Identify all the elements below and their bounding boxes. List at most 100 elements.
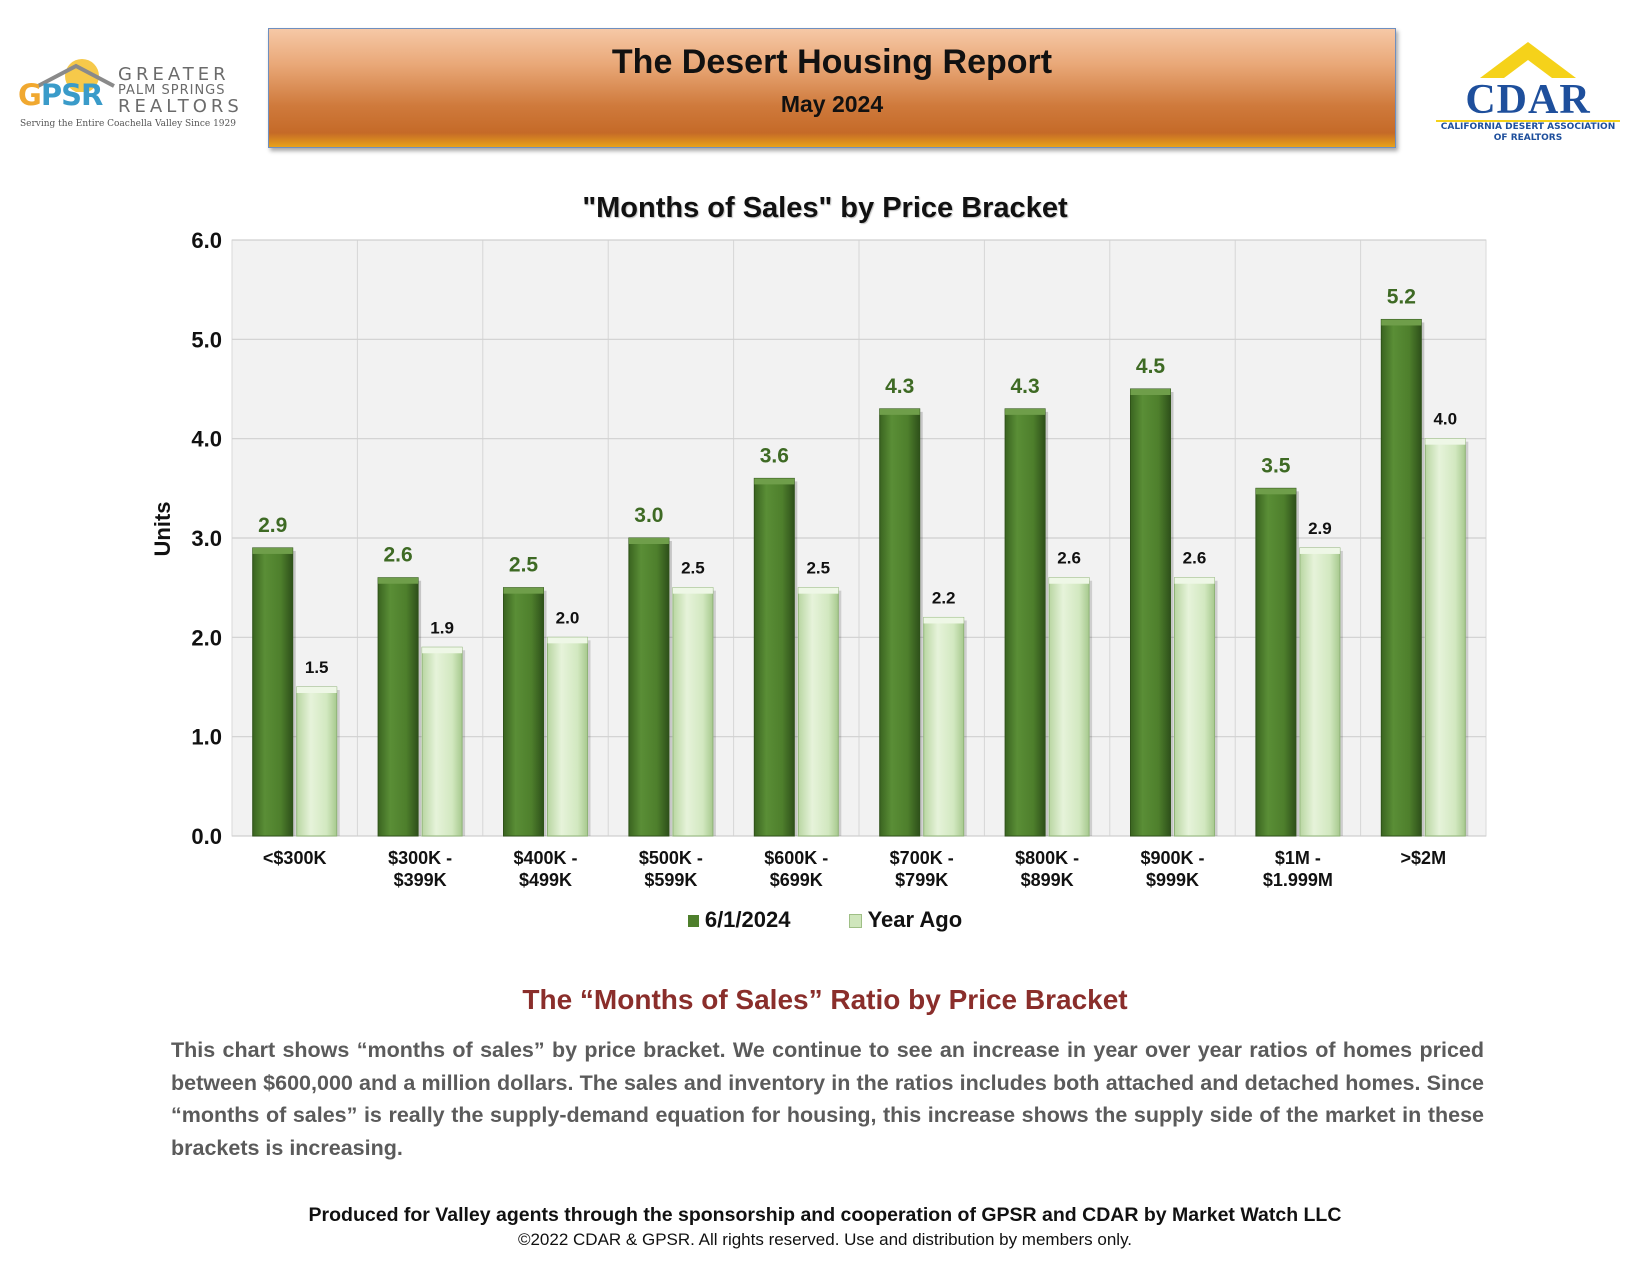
data-label-year-ago: 2.9	[1308, 519, 1332, 538]
y-tick-label: 0.0	[191, 824, 222, 849]
data-label-current: 5.2	[1387, 285, 1416, 308]
gpsr-line3: REALTORS	[118, 96, 243, 117]
bar-current	[1130, 388, 1171, 837]
data-label-year-ago: 2.6	[1057, 549, 1081, 568]
bar-current-cap	[1005, 408, 1046, 415]
bar-current	[753, 477, 795, 837]
bar-year-ago-cap	[672, 587, 713, 594]
gpsr-tagline: Serving the Entire Coachella Valley Sinc…	[20, 119, 236, 129]
gpsr-abbr: GPSR	[18, 78, 103, 112]
chart-legend: 6/1/2024 Year Ago	[0, 907, 1650, 933]
data-label-current: 2.9	[258, 514, 287, 537]
bar-year-ago-cap	[547, 637, 588, 644]
cdar-logo: CDAR CALIFORNIA DESERT ASSOCIATION OF RE…	[1428, 40, 1628, 145]
data-label-current: 3.0	[634, 504, 663, 527]
bar-year-ago-cap	[1049, 577, 1090, 584]
data-label-current: 3.6	[760, 444, 789, 467]
report-date: May 2024	[780, 91, 884, 117]
bar-current	[1004, 408, 1046, 837]
bar-year-ago	[923, 616, 965, 837]
x-tick-label: $999K	[1146, 870, 1199, 890]
bar-current-cap	[252, 547, 293, 554]
data-label-year-ago: 2.5	[806, 559, 830, 578]
bar-year-ago	[672, 587, 714, 837]
bar-current-cap	[1130, 389, 1171, 395]
y-tick-label: 2.0	[191, 625, 222, 650]
data-label-year-ago: 2.2	[932, 588, 956, 607]
legend-swatch-year-ago	[848, 914, 862, 929]
legend-label-year-ago: Year Ago	[867, 907, 963, 932]
bar-current-cap	[1255, 488, 1296, 495]
x-tick-label: $400K -	[513, 848, 577, 868]
bar-year-ago	[797, 587, 839, 837]
data-label-year-ago: 2.5	[681, 559, 705, 578]
x-tick-label: $599K	[644, 870, 697, 890]
section-title: The “Months of Sales” Ratio by Price Bra…	[522, 984, 1128, 1015]
y-tick-label: 6.0	[191, 228, 222, 253]
bar-year-ago	[547, 636, 588, 837]
data-label-year-ago: 2.6	[1183, 549, 1207, 568]
bar-year-ago	[421, 646, 463, 837]
chart-title: "Months of Sales" by Price Bracket	[582, 192, 1068, 224]
bar-current	[879, 408, 921, 837]
y-tick-label: 1.0	[191, 725, 222, 750]
bar-current-cap	[628, 538, 669, 544]
bar-chart: 0.0 1.0 2.0 3.0 4.0 5.0 6.0 2.9 1.5 <$300K 2.6 1.9 $…	[191, 228, 1487, 890]
legend-item-year-ago: Year Ago	[848, 907, 963, 933]
data-label-current: 3.5	[1261, 454, 1291, 477]
bar-year-ago	[1299, 547, 1341, 837]
cdar-house-roof-icon	[1480, 42, 1576, 78]
section-body: This chart shows “months of sales” by pr…	[171, 1038, 1484, 1160]
footer-copyright: ©2022 CDAR & GPSR. All rights reserved. …	[517, 1230, 1133, 1249]
x-tick-label: $699K	[770, 870, 823, 890]
data-label-current: 4.3	[1010, 375, 1039, 398]
y-tick-label: 5.0	[191, 327, 222, 352]
x-tick-label: <$300K	[263, 848, 327, 868]
x-tick-label: $900K -	[1140, 848, 1204, 868]
gpsr-logo: GPSR GREATER PALM SPRINGS REALTORS Servi…	[14, 48, 244, 138]
y-axis-label-wrap: Units	[148, 502, 178, 557]
x-tick-label: $600K -	[764, 848, 828, 868]
bar-year-ago	[1048, 577, 1090, 837]
bar-current-cap	[503, 587, 544, 594]
bar-current	[1380, 318, 1422, 837]
x-tick-label: $500K -	[639, 848, 703, 868]
data-label-year-ago: 1.9	[430, 618, 454, 637]
x-tick-label: $799K	[895, 870, 948, 890]
bar-current	[252, 547, 294, 837]
bar-year-ago	[296, 686, 338, 837]
bar-year-ago	[1174, 577, 1215, 837]
bar-year-ago-cap	[296, 687, 337, 693]
x-tick-label: $899K	[1021, 870, 1074, 890]
data-label-current: 4.5	[1136, 355, 1166, 378]
bar-current-cap	[378, 577, 419, 584]
x-tick-label: $800K -	[1015, 848, 1079, 868]
data-label-year-ago: 2.0	[556, 608, 580, 627]
bar-current	[628, 537, 670, 837]
legend-swatch-current	[687, 915, 699, 928]
bar-current	[503, 587, 544, 837]
data-label-year-ago: 1.5	[305, 658, 329, 677]
report-banner: The Desert Housing Report May 2024	[268, 28, 1396, 148]
bar-current	[377, 577, 419, 837]
y-axis-label: Units	[150, 501, 175, 557]
x-tick-label: >$2M	[1401, 848, 1447, 868]
gpsr-sun-roof-icon	[37, 59, 115, 92]
bar-year-ago-cap	[422, 647, 463, 654]
bar-year-ago-cap	[798, 587, 839, 594]
bar-current-cap	[1381, 319, 1422, 326]
footer-credit: Produced for Valley agents through the s…	[308, 1204, 1342, 1226]
data-label-year-ago: 4.0	[1433, 410, 1457, 429]
bar-year-ago-cap	[1425, 438, 1466, 445]
cdar-subtitle-1: CALIFORNIA DESERT ASSOCIATION	[1440, 122, 1616, 132]
bar-year-ago-cap	[1299, 547, 1340, 554]
bar-year-ago-cap	[923, 617, 964, 624]
report-title: The Desert Housing Report	[611, 43, 1053, 81]
legend-label-current: 6/1/2024	[704, 907, 791, 932]
x-tick-label: $1M -	[1275, 848, 1321, 868]
bar-current-cap	[879, 408, 920, 415]
bar-current	[1255, 487, 1297, 837]
x-tick-label: $1.999M	[1263, 870, 1333, 890]
bar-year-ago	[1424, 438, 1466, 837]
x-tick-label: $499K	[519, 870, 572, 890]
